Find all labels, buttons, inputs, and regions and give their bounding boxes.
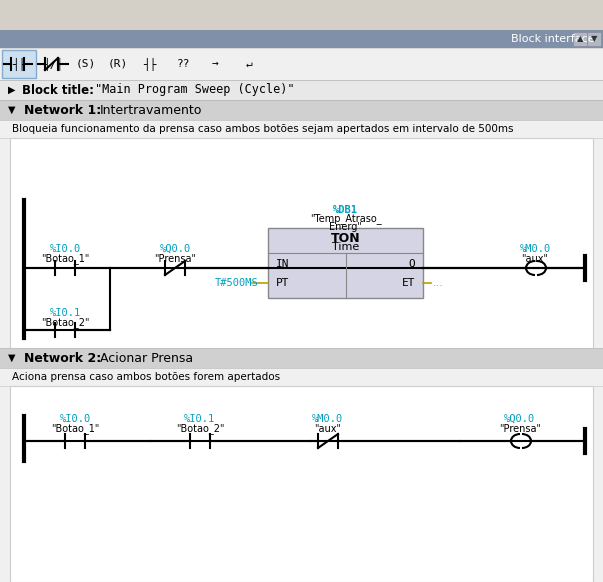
Text: ↵: ↵ — [245, 59, 253, 69]
Text: %M0.0: %M0.0 — [519, 244, 551, 254]
Text: ┤├: ┤├ — [144, 58, 157, 70]
Text: %I0.0: %I0.0 — [59, 414, 90, 424]
Text: "aux": "aux" — [522, 254, 549, 264]
Text: "Botao_1": "Botao_1" — [41, 254, 89, 264]
Text: ▶: ▶ — [8, 85, 16, 95]
Text: Time: Time — [332, 242, 359, 252]
Bar — [0, 120, 603, 138]
Text: (R): (R) — [108, 59, 128, 69]
Text: Aciona prensa caso ambos botões forem apertados: Aciona prensa caso ambos botões forem ap… — [12, 372, 280, 382]
Text: %I0.0: %I0.0 — [49, 244, 81, 254]
Text: "aux": "aux" — [315, 424, 341, 434]
Bar — [0, 0, 603, 30]
Text: T#500MS: T#500MS — [215, 278, 259, 288]
Text: PT: PT — [276, 278, 289, 288]
Text: Intertravamento: Intertravamento — [100, 104, 203, 116]
Bar — [268, 228, 423, 298]
Text: "Botao_2": "Botao_2" — [41, 318, 89, 328]
Text: ▼: ▼ — [8, 105, 16, 115]
Bar — [587, 32, 601, 46]
Text: "Temp_Atraso_: "Temp_Atraso_ — [310, 214, 381, 225]
Text: "Main Program Sweep (Cycle)": "Main Program Sweep (Cycle)" — [95, 83, 294, 97]
Text: ...: ... — [433, 278, 444, 288]
Bar — [2, 50, 36, 78]
Bar — [0, 80, 603, 100]
Text: Bloqueia funcionamento da prensa caso ambos botões sejam apertados em intervalo : Bloqueia funcionamento da prensa caso am… — [12, 124, 514, 134]
Text: ▼: ▼ — [8, 353, 16, 363]
Bar — [573, 32, 587, 46]
Text: %I0.1: %I0.1 — [185, 414, 216, 424]
Bar — [0, 348, 603, 368]
Text: %M0.0: %M0.0 — [312, 414, 344, 424]
Text: TON: TON — [330, 232, 361, 244]
Text: Network 1:: Network 1: — [24, 104, 101, 116]
Text: "Prensa": "Prensa" — [499, 424, 541, 434]
Bar — [10, 386, 593, 582]
Text: Block title:: Block title: — [22, 83, 94, 97]
Text: ▲: ▲ — [576, 34, 583, 44]
Text: Q: Q — [408, 259, 415, 269]
Text: %I0.1: %I0.1 — [49, 308, 81, 318]
Bar — [0, 30, 603, 48]
Text: IN: IN — [276, 259, 289, 269]
Text: ┤├: ┤├ — [12, 58, 26, 70]
Bar — [0, 100, 603, 120]
Text: →: → — [212, 59, 218, 69]
Text: ▼: ▼ — [591, 34, 597, 44]
Text: ET: ET — [402, 278, 415, 288]
Text: %Q0.0: %Q0.0 — [504, 414, 535, 424]
Text: "Prensa": "Prensa" — [154, 254, 196, 264]
Text: ??: ?? — [176, 59, 190, 69]
Text: "Botao_1": "Botao_1" — [51, 424, 99, 434]
Text: (S): (S) — [76, 59, 96, 69]
Text: ┤/├: ┤/├ — [43, 58, 63, 70]
Text: Block interface: Block interface — [511, 34, 595, 44]
Text: Network 2:: Network 2: — [24, 352, 101, 364]
Text: Energ": Energ" — [329, 222, 362, 232]
Bar — [10, 138, 593, 348]
Text: %Q0.0: %Q0.0 — [159, 244, 191, 254]
Bar — [0, 48, 603, 80]
Text: Acionar Prensa: Acionar Prensa — [100, 352, 193, 364]
Text: %DB1: %DB1 — [333, 205, 358, 215]
Text: "Botao_2": "Botao_2" — [175, 424, 224, 434]
Bar — [0, 368, 603, 386]
